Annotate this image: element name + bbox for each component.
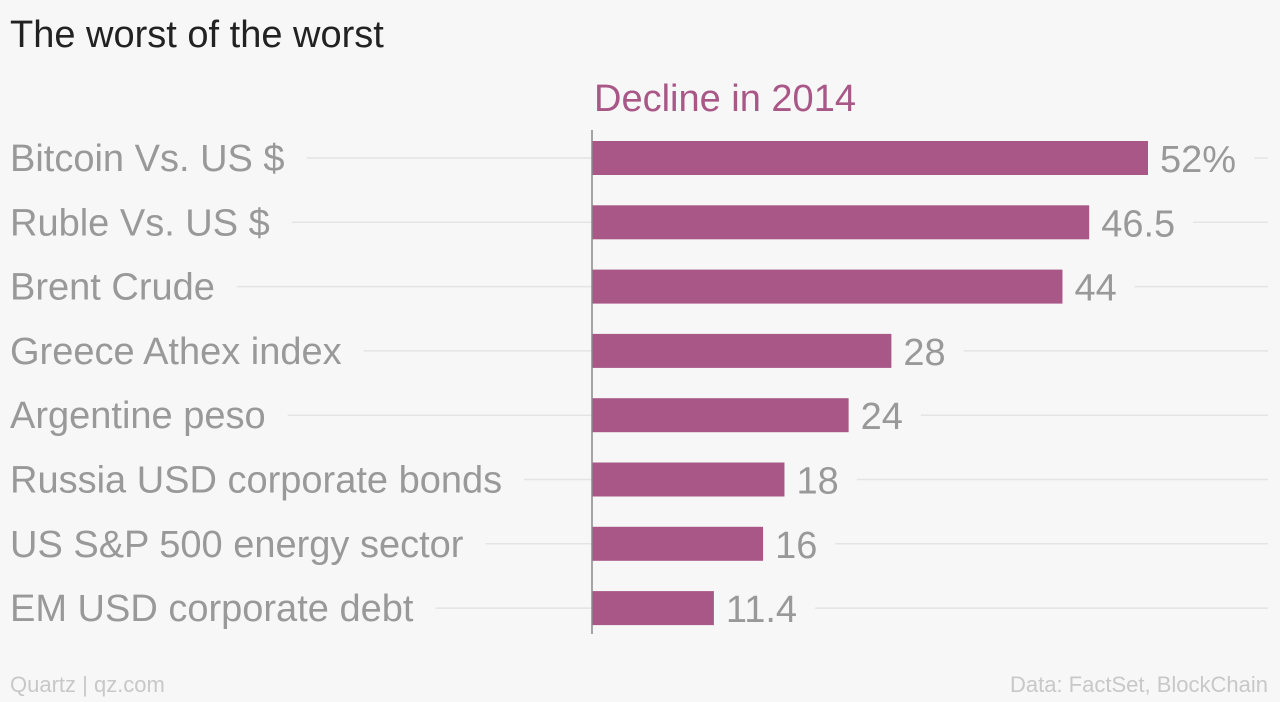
bar <box>592 398 849 433</box>
category-label: Argentine peso <box>10 395 266 437</box>
value-label: 16 <box>775 525 817 567</box>
chart-title: The worst of the worst <box>10 14 384 56</box>
footer-credit: Quartz | qz.com <box>10 672 165 697</box>
series-title: Decline in 2014 <box>594 78 856 120</box>
bar <box>592 526 764 561</box>
bar <box>592 269 1063 304</box>
value-label: 11.4 <box>726 589 797 631</box>
value-label: 52% <box>1160 139 1236 181</box>
bar <box>592 462 785 497</box>
bar <box>592 205 1090 240</box>
bar <box>592 141 1148 175</box>
category-label: US S&P 500 energy sector <box>10 524 464 566</box>
value-label: 18 <box>796 461 838 503</box>
category-label: EM USD corporate debt <box>10 588 414 630</box>
category-label: Greece Athex index <box>10 331 342 373</box>
footer-source: Data: FactSet, BlockChain <box>1009 672 1268 697</box>
value-label: 44 <box>1074 268 1116 310</box>
bar <box>592 591 714 626</box>
category-label: Bitcoin Vs. US $ <box>10 138 285 180</box>
value-label: 46.5 <box>1101 203 1175 245</box>
category-label: Brent Crude <box>10 267 215 309</box>
value-label: 28 <box>903 332 945 374</box>
value-label: 24 <box>861 396 903 438</box>
bar-chart: Bitcoin Vs. US $ Ruble Vs. US $ Brent Crud… <box>10 130 1268 634</box>
category-label: Russia USD corporate bonds <box>10 460 502 502</box>
category-label: Ruble Vs. US $ <box>10 202 270 244</box>
bar <box>592 333 892 368</box>
